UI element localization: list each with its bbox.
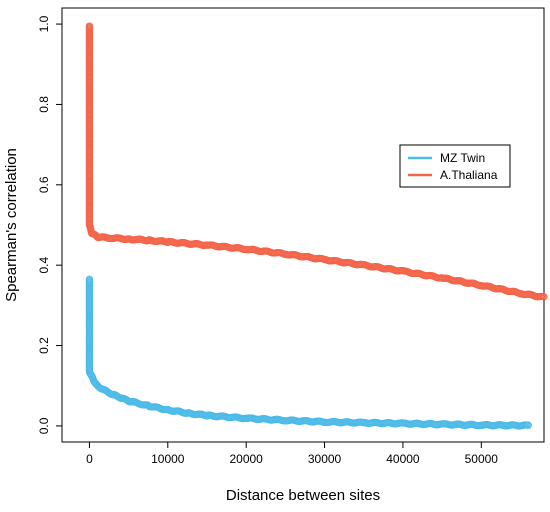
x-axis: 0 10000 20000 30000 40000 50000	[86, 442, 498, 466]
series-1-point	[540, 293, 548, 301]
y-axis-title: Spearman's correlation	[3, 148, 20, 302]
y-tick-label-1: 0.2	[37, 337, 51, 354]
y-tick-label-0: 0.0	[37, 417, 51, 434]
x-tick-label-10000: 10000	[151, 452, 185, 466]
series-0	[85, 275, 532, 430]
series-0-point	[524, 421, 532, 429]
legend-label-a-thaliana: A.Thaliana	[440, 168, 498, 182]
y-tick-label-4: 0.8	[37, 96, 51, 113]
x-axis-title: Distance between sites	[226, 487, 380, 504]
legend-label-mz-twin: MZ Twin	[440, 151, 485, 165]
y-tick-label-2: 0.4	[37, 257, 51, 274]
x-tick-label-30000: 30000	[308, 452, 342, 466]
x-tick-label-40000: 40000	[386, 452, 420, 466]
legend: MZ Twin A.Thaliana	[399, 144, 511, 188]
y-tick-label-3: 0.6	[37, 176, 51, 193]
plot-frame	[61, 7, 545, 443]
x-tick-label-50000: 50000	[465, 452, 499, 466]
legend-box	[399, 144, 511, 188]
x-tick-label-0: 0	[86, 452, 93, 466]
series-layer	[85, 22, 548, 430]
series-1	[85, 22, 548, 301]
y-axis: 0.0 0.2 0.4 0.6 0.8 1.0	[37, 15, 62, 434]
y-tick-label-5: 1.0	[37, 15, 51, 32]
x-tick-label-20000: 20000	[229, 452, 263, 466]
